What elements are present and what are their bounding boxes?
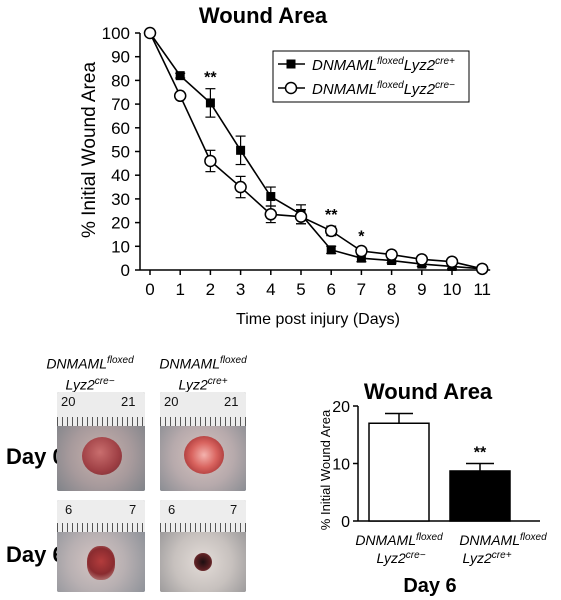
y-tick-label: 40 [111, 166, 130, 185]
significance-marker: ** [325, 207, 338, 224]
data-point-square [266, 192, 276, 202]
bar-chart-category-labels: DNMAMLfloxed Lyz2cre− DNMAMLfloxed Lyz2c… [355, 532, 547, 566]
y-tick-label: 50 [111, 143, 130, 162]
ruler-number-left: 6 [65, 502, 73, 517]
data-point-circle [294, 210, 308, 223]
data-point-circle [475, 262, 489, 276]
data-point-circle [324, 224, 338, 238]
data-point-square [205, 98, 215, 108]
data-point-circle [445, 255, 459, 268]
significance-marker: ** [204, 70, 217, 87]
x-tick-label: 1 [175, 280, 184, 299]
line-chart-title: Wound Area [199, 3, 328, 28]
x-tick-label: 6 [326, 280, 335, 299]
line-chart-series [143, 26, 489, 276]
series-line-cre-plus [149, 32, 483, 270]
photo-day0-cre-minus: 20 21 [57, 392, 145, 491]
legend-marker-open-circle [284, 81, 298, 95]
legend-label-cre-plus: DNMAMLfloxedLyz2cre+ [312, 56, 455, 74]
ruler: 6 7 [160, 500, 246, 533]
wound [82, 437, 122, 475]
line-chart-annotations: ***** [204, 70, 365, 246]
y-tick-label: 20 [111, 214, 130, 233]
data-point-circle [143, 26, 157, 40]
ruler-number-right: 21 [224, 394, 239, 409]
data-point-square [356, 253, 366, 263]
legend-box [272, 50, 470, 103]
ruler-number-left: 20 [164, 394, 179, 409]
bar-category-label-cre-plus: DNMAMLfloxed [459, 532, 547, 548]
ruler: 20 21 [57, 392, 145, 427]
bar-cre-minus [368, 422, 430, 522]
x-tick-label: 11 [473, 280, 491, 299]
line-chart-xlabel: Time post injury (Days) [236, 311, 400, 328]
x-tick-label: 8 [387, 280, 396, 299]
y-tick-label: 90 [111, 48, 130, 67]
y-tick-label: 100 [102, 24, 130, 43]
ruler: 20 21 [160, 392, 246, 427]
legend-label-cre-minus: DNMAMLfloxedLyz2cre− [312, 80, 455, 98]
x-tick-label: 7 [357, 280, 366, 299]
x-tick-label: 10 [443, 280, 462, 299]
x-tick-label: 5 [296, 280, 305, 299]
x-tick-label: 4 [266, 280, 275, 299]
ruler-number-right: 7 [129, 502, 137, 517]
line-chart: Wound Area % Initial Wound Area Time pos… [79, 3, 491, 328]
y-tick-label: 10 [332, 457, 350, 474]
bar-chart-title: Wound Area [364, 379, 493, 404]
legend-marker-filled-square [286, 59, 296, 69]
photo-day0-cre-plus: 20 21 [160, 392, 246, 491]
y-tick-label: 20 [332, 399, 350, 416]
ruler-number-left: 6 [168, 502, 176, 517]
line-chart-legend: DNMAMLfloxedLyz2cre+ DNMAMLfloxedLyz2cre… [272, 50, 470, 103]
row-label-day-6: Day 6 [6, 542, 65, 567]
bar-category-label-cre-minus: DNMAMLfloxed [355, 532, 443, 548]
photo-day6-cre-minus: 6 7 [57, 500, 145, 592]
bar-chart-xlabel: Day 6 [403, 575, 456, 597]
x-tick-label: 3 [236, 280, 245, 299]
data-point-square [236, 145, 246, 155]
bar-category-label-cre-plus-line2: Lyz2cre+ [462, 550, 511, 566]
ruler-number-right: 21 [121, 394, 136, 409]
data-point-circle [355, 244, 368, 258]
data-point-circle [264, 208, 278, 221]
line-chart-ylabel: % Initial Wound Area [79, 62, 100, 238]
ruler: 6 7 [57, 500, 145, 533]
y-tick-label: 0 [341, 514, 350, 531]
data-point-circle [234, 180, 247, 194]
y-tick-label: 70 [111, 95, 130, 114]
x-tick-label: 0 [145, 280, 154, 299]
significance-marker: * [358, 228, 365, 245]
y-tick-label: 30 [111, 190, 130, 209]
data-point-circle [173, 89, 187, 103]
y-tick-label: 0 [121, 261, 130, 280]
ruler-number-left: 20 [61, 394, 76, 409]
bar-chart-bars: ** [368, 412, 511, 522]
photo-col-label-cre-plus: DNMAMLfloxed Lyz2cre+ [159, 355, 247, 393]
x-tick-label: 9 [417, 280, 426, 299]
y-tick-label: 80 [111, 71, 130, 90]
data-point-square [326, 245, 336, 255]
bar-cre-plus [449, 470, 511, 522]
data-point-circle [204, 154, 217, 168]
row-label-day-0: Day 0 [6, 444, 65, 469]
significance-marker: ** [474, 445, 487, 462]
data-point-square [175, 71, 185, 81]
line-chart-axes: 0 10 20 30 40 50 60 70 80 90 100 0 1 2 3 4 5 6 7 8 9 10 11 [102, 24, 491, 299]
wound [184, 436, 224, 474]
photo-day6-cre-plus: 6 7 [160, 500, 246, 592]
wound [194, 553, 212, 571]
wound [87, 546, 115, 580]
y-tick-label: 10 [111, 237, 130, 256]
photo-col-label-cre-minus: DNMAMLfloxed Lyz2cre− [46, 355, 134, 393]
data-point-circle [415, 253, 429, 266]
y-tick-label: 60 [111, 119, 130, 138]
x-tick-label: 2 [206, 280, 215, 299]
bar-chart-axes: 0 10 20 [332, 399, 540, 531]
bar-category-label-cre-minus-line2: Lyz2cre− [376, 550, 425, 566]
bar-chart-ylabel: % Initial Wound Area [318, 409, 333, 530]
ruler-number-right: 7 [230, 502, 238, 517]
data-point-circle [385, 248, 398, 261]
